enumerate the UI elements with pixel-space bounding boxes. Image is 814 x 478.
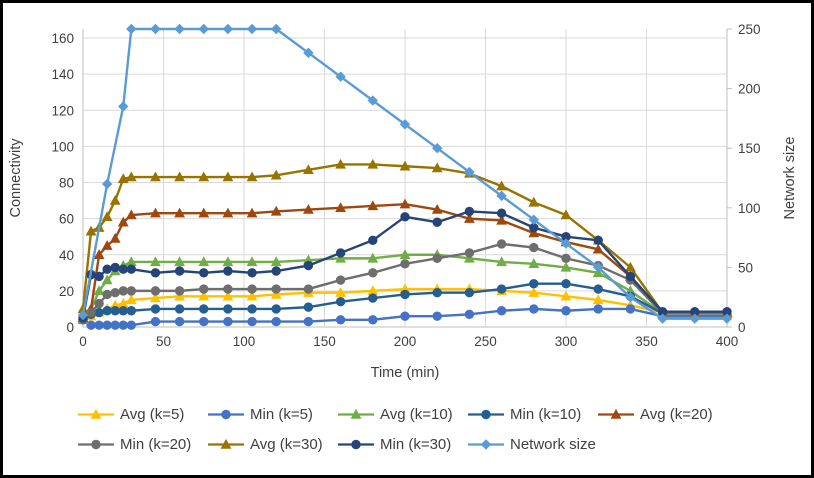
y-left-tick-label: 20 [59, 284, 74, 299]
x-tick-label: 100 [233, 334, 256, 349]
y-right-tick-label: 0 [738, 320, 746, 335]
legend-item-min-k-10: Min (k=10) [467, 406, 597, 423]
legend-marker-circle-icon [338, 439, 374, 450]
legend-item-min-k-5: Min (k=5) [207, 406, 337, 423]
legend-item-min-k-30: Min (k=30) [337, 436, 467, 453]
legend-label: Avg (k=30) [250, 436, 323, 453]
y-axis-title-right: Network size [782, 137, 798, 220]
x-tick-label: 300 [555, 334, 578, 349]
y-right-tick-label: 50 [738, 260, 753, 275]
legend-label: Avg (k=10) [380, 406, 453, 423]
legend-item-network-size: Network size [467, 436, 597, 453]
legend-label: Min (k=30) [380, 436, 452, 453]
legend-marker-circle-icon [468, 409, 504, 420]
y-left-tick-label: 160 [51, 31, 74, 46]
x-tick-label: 250 [474, 334, 497, 349]
chart-legend: Avg (k=5) Min (k=5) Avg (k=10) Min (k=10) Av… [77, 406, 811, 453]
y-left-tick-label: 120 [51, 103, 74, 118]
legend-label: Min (k=5) [250, 406, 313, 423]
y-left-tick-label: 140 [51, 67, 74, 82]
series-min-k-30 [78, 206, 732, 323]
y-left-tick-label: 40 [59, 248, 74, 263]
x-tick-label: 0 [79, 334, 87, 349]
legend-marker-triangle-icon [78, 408, 114, 419]
x-tick-label: 150 [313, 334, 336, 349]
legend-label: Min (k=10) [510, 406, 582, 423]
legend-marker-circle-icon [78, 439, 114, 450]
axis-tick-labels: 0 50 100 150 200 250 300 350 4000204060801001201… [51, 22, 760, 349]
legend-item-avg-k-10: Avg (k=10) [337, 406, 467, 423]
y-left-tick-label: 100 [51, 139, 74, 154]
legend-label: Avg (k=5) [120, 406, 185, 423]
axis-lines [82, 28, 732, 328]
series-network-size [77, 23, 733, 324]
y-right-tick-label: 150 [738, 141, 761, 156]
legend-item-avg-k-30: Avg (k=30) [207, 436, 337, 453]
y-axis-title-left: Connectivity [8, 138, 24, 218]
connectivity-network-size-line-chart: 0 50 100 150 200 250 300 350 4000204060801001201… [8, 22, 798, 381]
legend-label: Min (k=20) [120, 436, 192, 453]
legend-item-avg-k-20: Avg (k=20) [597, 406, 727, 423]
y-right-tick-label: 200 [738, 82, 761, 97]
x-tick-label: 50 [156, 334, 171, 349]
y-right-tick-label: 250 [738, 22, 761, 37]
y-left-tick-label: 0 [66, 320, 74, 335]
y-left-tick-label: 60 [59, 212, 74, 227]
legend-label: Avg (k=20) [640, 406, 713, 423]
legend-marker-triangle-icon [208, 438, 244, 449]
data-series [77, 23, 733, 330]
x-tick-label: 400 [716, 334, 739, 349]
x-axis-title: Time (min) [371, 365, 440, 381]
legend-item-avg-k-5: Avg (k=5) [77, 406, 207, 423]
legend-marker-triangle-icon [598, 408, 634, 419]
legend-marker-circle-icon [208, 409, 244, 420]
y-right-tick-label: 100 [738, 201, 761, 216]
x-tick-label: 350 [635, 334, 658, 349]
x-tick-label: 200 [394, 334, 417, 349]
y-left-tick-label: 80 [59, 176, 74, 191]
legend-marker-diamond-icon [468, 439, 504, 450]
legend-label: Network size [510, 436, 596, 453]
legend-item-min-k-20: Min (k=20) [77, 436, 207, 453]
legend-marker-triangle-icon [338, 408, 374, 419]
gridlines [83, 29, 728, 327]
